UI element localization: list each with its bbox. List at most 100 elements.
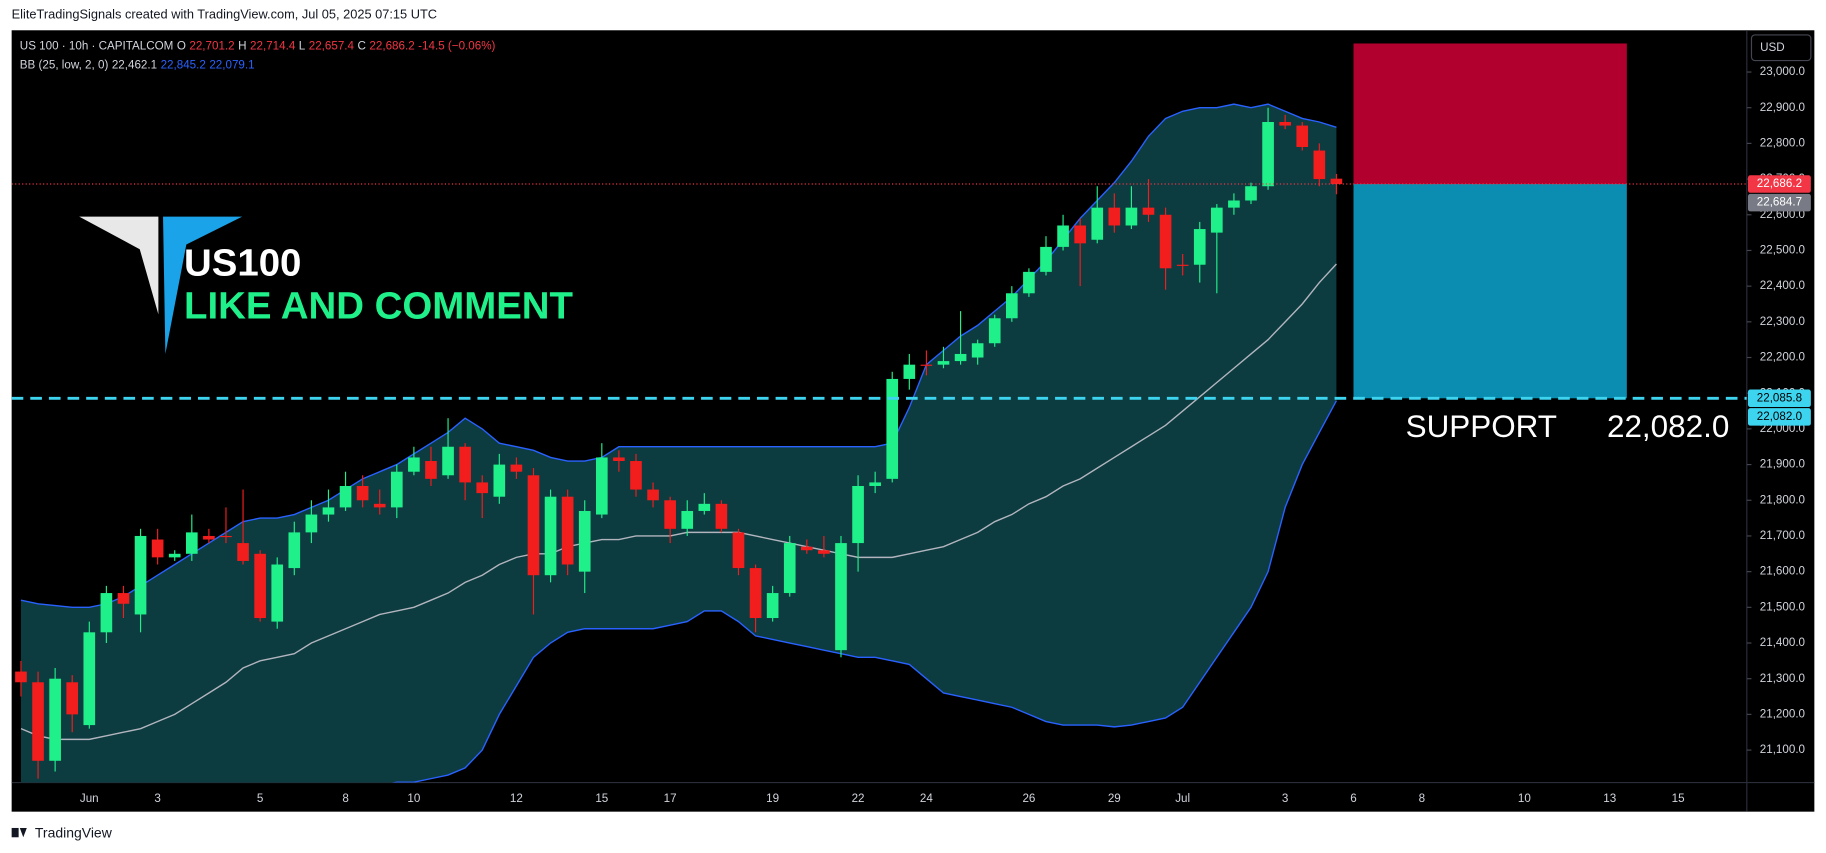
legend-text: O (177, 40, 186, 53)
y-tick-label: 22,300.0 (1760, 315, 1806, 328)
candle-body (1279, 121, 1291, 126)
candle-body (151, 539, 164, 558)
candle-body (544, 496, 557, 576)
candle-body (1228, 200, 1240, 208)
logo-part (11, 827, 19, 838)
candle-body (1023, 271, 1035, 294)
y-tick-label: 21,400.0 (1760, 636, 1806, 649)
legend-text: 22,701.2 (189, 40, 234, 53)
band-fill (20, 104, 1337, 783)
candle-body (1159, 214, 1172, 269)
x-tick-label: 26 (1022, 792, 1035, 805)
candle-body (220, 535, 232, 538)
y-tick-label: 21,900.0 (1760, 458, 1806, 471)
legend-text: BB (25, low, 2, 0) (20, 58, 109, 71)
legend-text: 22,657.4 (309, 40, 355, 53)
candle-body (783, 543, 796, 594)
y-tick-label: 21,200.0 (1760, 707, 1806, 720)
y-tick-label: 21,500.0 (1760, 600, 1806, 613)
price-tag (1747, 175, 1811, 193)
candle-body (1040, 246, 1052, 272)
x-tick-label: 12 (510, 792, 523, 805)
x-tick-label: 22 (852, 792, 865, 805)
y-tick-label: 21,300.0 (1760, 672, 1806, 685)
candle-body (903, 364, 916, 379)
candle-body (32, 682, 44, 761)
legend-text: 22,462.1 (112, 58, 157, 71)
y-tick-label: 21,600.0 (1760, 565, 1806, 578)
currency-box[interactable] (1750, 34, 1812, 62)
candle-body (988, 318, 1001, 344)
x-tick-label: 24 (920, 792, 933, 805)
plot (11, 43, 1747, 783)
candle-body (203, 535, 215, 540)
candle-body (920, 364, 933, 366)
overlay: US100 LIKE AND COMMENT SUPPORT 22,082.0 … (20, 34, 1812, 444)
footer: TradingView (35, 824, 113, 840)
candle-body (664, 500, 676, 529)
x-tick-label: Jun (80, 792, 99, 805)
candle-body (1262, 121, 1274, 187)
y-tick-label: 21,700.0 (1760, 529, 1806, 542)
legend-text: 22,079.1 (209, 58, 254, 71)
x-tick-label: 29 (1108, 792, 1121, 805)
x-tick-label: 10 (1518, 792, 1531, 805)
y-tick-label: 22,400.0 (1760, 279, 1806, 292)
price-tag (1747, 193, 1811, 212)
y-tick-label: 23,000.0 (1760, 65, 1806, 78)
candle-body (356, 485, 369, 501)
candle-body (459, 446, 471, 483)
candle-body (818, 550, 830, 554)
support-label: SUPPORT (1406, 409, 1557, 444)
candle-body (373, 503, 386, 508)
candle-body (15, 671, 27, 683)
x-tick-label: 15 (1672, 792, 1685, 805)
y-tick-label: 22,900.0 (1760, 101, 1806, 114)
logo-blue (163, 216, 243, 355)
x-tick-label: 8 (342, 792, 348, 805)
candle-body (1074, 225, 1086, 244)
target-zone (1353, 184, 1627, 399)
x-tick-label: 17 (664, 792, 677, 805)
candle-body (1125, 207, 1138, 226)
price-tag-label: 22,085.8 (1757, 391, 1802, 404)
candle-body (630, 461, 642, 490)
band-upper (20, 103, 1337, 609)
candle-body (835, 543, 847, 651)
price-tag-label: 22,082.0 (1757, 410, 1803, 423)
x-tick-label: 3 (154, 792, 160, 805)
candle-body (185, 532, 198, 554)
candle-body (800, 546, 813, 551)
band-lower (391, 400, 1338, 783)
candle-body (1142, 207, 1155, 215)
x-tick-label: 19 (766, 792, 779, 805)
candle-body (476, 482, 489, 494)
candle-body (1006, 293, 1018, 319)
candle-body (1091, 207, 1104, 240)
candle-body (749, 568, 762, 619)
legend-text: C (358, 40, 366, 53)
x-tick-label: 13 (1603, 792, 1616, 805)
legend-text: US 100 · 10h · CAPITALCOM (20, 40, 174, 53)
logo-white (79, 216, 159, 315)
candle-body (442, 446, 454, 476)
candle-body (681, 510, 694, 529)
candle-body (1211, 207, 1223, 233)
currency: USD (1760, 41, 1785, 54)
x-tick-label: 5 (257, 792, 263, 805)
price-tag (1747, 389, 1811, 408)
legend-text: -14.5 (−0.06%) (418, 40, 495, 53)
candle-body (852, 485, 864, 544)
y-tick-label: 22,800.0 (1760, 136, 1806, 149)
legend-text: 22,686.2 (369, 40, 414, 53)
overlay-subtitle: LIKE AND COMMENT (184, 285, 574, 328)
legend-text: 22,714.4 (250, 40, 296, 53)
candle-body (288, 532, 301, 569)
candle-body (578, 510, 591, 572)
candle-body (237, 543, 249, 561)
x-tick-label: 10 (407, 792, 420, 805)
price-tag-label: 22,684.7 (1757, 196, 1802, 209)
legend-text: L (299, 40, 306, 53)
overlay-title: US100 (184, 242, 301, 285)
